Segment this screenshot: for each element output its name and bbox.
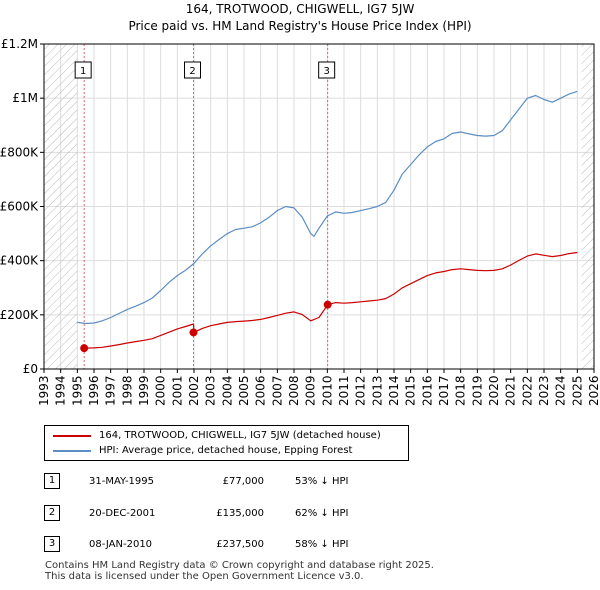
sale-point bbox=[80, 344, 89, 353]
legend-label-hpi: HPI: Average price, detached house, Eppi… bbox=[99, 445, 353, 456]
legend-swatch-hpi bbox=[53, 450, 91, 452]
footer-licence: This data is licensed under the Open Gov… bbox=[45, 571, 364, 582]
x-tick-label: 2016 bbox=[420, 375, 434, 406]
x-tick-label: 2002 bbox=[187, 375, 201, 406]
transaction-price: £237,500 bbox=[216, 539, 264, 550]
transaction-hpi-diff: 62% ↓ HPI bbox=[295, 508, 349, 519]
transaction-date: 08-JAN-2010 bbox=[89, 539, 153, 550]
x-tick-label: 2025 bbox=[570, 375, 584, 406]
x-tick-label: 2018 bbox=[454, 375, 468, 406]
y-tick-label: £600K bbox=[0, 200, 39, 214]
x-tick-label: 2020 bbox=[487, 375, 501, 406]
transaction-price: £77,000 bbox=[222, 476, 264, 487]
x-tick-label: 2000 bbox=[154, 375, 168, 406]
sale-marker-box bbox=[184, 61, 201, 79]
x-tick-label: 2022 bbox=[520, 375, 534, 406]
hatched-region-after bbox=[581, 44, 594, 369]
sale-marker-label: 3 bbox=[323, 66, 329, 77]
transaction-date: 20-DEC-2001 bbox=[89, 508, 156, 519]
x-tick-label: 2005 bbox=[237, 375, 251, 406]
x-tick-label: 2013 bbox=[370, 375, 384, 406]
x-tick-label: 1999 bbox=[137, 375, 151, 406]
x-tick-label: 2012 bbox=[354, 375, 368, 406]
x-tick-label: 2008 bbox=[287, 375, 301, 406]
x-tick-label: 2004 bbox=[220, 375, 234, 406]
chart-title: 164, TROTWOOD, CHIGWELL, IG7 5JW bbox=[185, 2, 415, 16]
x-tick-label: 2001 bbox=[170, 375, 184, 406]
x-tick-label: 2003 bbox=[204, 375, 218, 406]
x-tick-label: 1998 bbox=[120, 375, 134, 406]
x-tick-label: 2019 bbox=[470, 375, 484, 406]
x-tick-label: 2024 bbox=[554, 375, 568, 406]
chart-subtitle: Price paid vs. HM Land Registry's House … bbox=[128, 19, 472, 33]
transaction-price: £135,000 bbox=[216, 508, 264, 519]
x-tick-label: 2009 bbox=[304, 375, 318, 406]
hpi-series-line bbox=[77, 90, 578, 325]
x-tick-label: 2014 bbox=[387, 375, 401, 406]
x-tick-label: 1994 bbox=[54, 375, 68, 406]
x-tick-label: 1996 bbox=[87, 375, 101, 406]
x-tick-label: 1993 bbox=[37, 375, 51, 406]
x-tick-label: 1997 bbox=[104, 375, 118, 406]
x-tick-label: 2007 bbox=[270, 375, 284, 406]
x-tick-label: 1995 bbox=[70, 375, 84, 406]
transaction-number: 2 bbox=[44, 505, 60, 521]
x-tick-label: 2010 bbox=[320, 375, 334, 406]
transaction-date: 31-MAY-1995 bbox=[89, 476, 155, 487]
y-tick-label: £400K bbox=[0, 254, 39, 268]
y-tick-label: £800K bbox=[0, 145, 39, 159]
x-tick-label: 2011 bbox=[337, 375, 351, 406]
x-tick-label: 2023 bbox=[537, 375, 551, 406]
transaction-hpi-diff: 58% ↓ HPI bbox=[295, 539, 349, 550]
y-tick-label: £1M bbox=[12, 91, 38, 105]
y-tick-label: £0 bbox=[23, 362, 38, 376]
x-tick-label: 2015 bbox=[404, 375, 418, 406]
x-tick-label: 2021 bbox=[504, 375, 518, 406]
sale-marker-label: 1 bbox=[80, 66, 86, 77]
footer-copyright: Contains HM Land Registry data © Crown c… bbox=[45, 560, 434, 571]
sale-point bbox=[323, 300, 332, 309]
x-tick-label: 2006 bbox=[254, 375, 268, 406]
chart-legend: 164, TROTWOOD, CHIGWELL, IG7 5JW (detach… bbox=[44, 425, 409, 461]
sale-marker-label: 2 bbox=[189, 66, 195, 77]
y-tick-label: £200K bbox=[0, 308, 39, 322]
transaction-number: 1 bbox=[44, 473, 60, 489]
footer-notice: Contains HM Land Registry data © Crown c… bbox=[45, 560, 434, 582]
sale-marker-box bbox=[74, 61, 92, 79]
legend-label-property: 164, TROTWOOD, CHIGWELL, IG7 5JW (detach… bbox=[99, 430, 381, 441]
transaction-number: 3 bbox=[44, 536, 60, 552]
transaction-hpi-diff: 53% ↓ HPI bbox=[295, 476, 349, 487]
legend-swatch-property bbox=[53, 435, 91, 437]
hatched-region-before bbox=[44, 44, 78, 369]
x-tick-label: 2017 bbox=[437, 375, 451, 406]
x-tick-label: 2026 bbox=[587, 375, 600, 406]
y-tick-label: £1.2M bbox=[1, 37, 38, 51]
sale-point bbox=[189, 328, 198, 337]
sale-marker-box bbox=[318, 61, 336, 79]
